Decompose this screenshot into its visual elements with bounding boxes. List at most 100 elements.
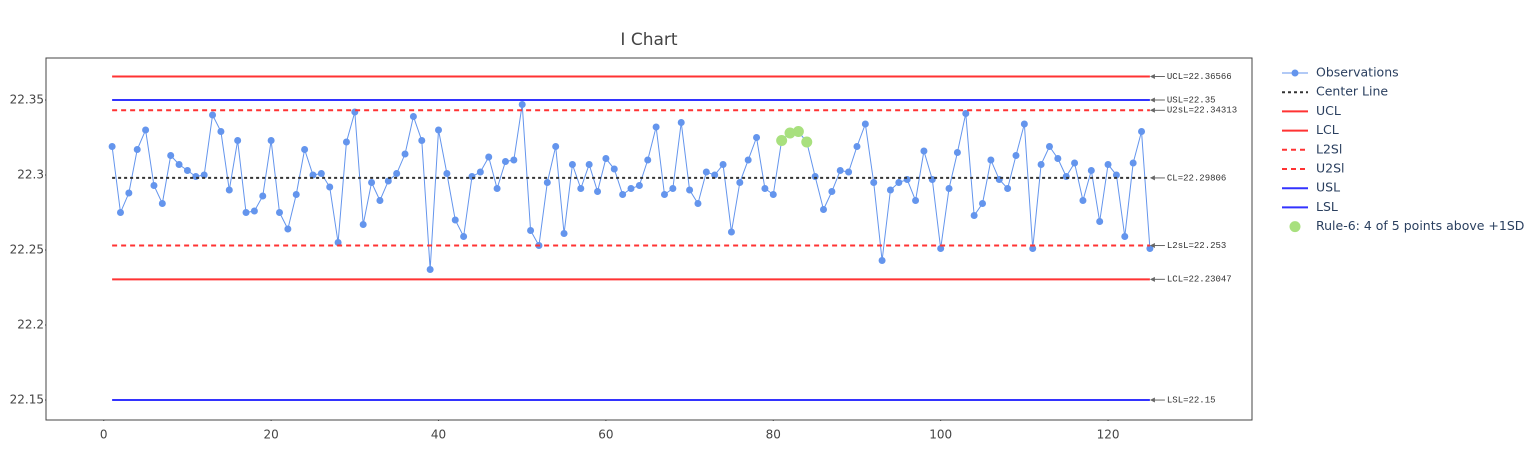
data-point	[594, 188, 602, 196]
y-tick-label: 22.15	[10, 393, 44, 407]
data-point	[250, 207, 258, 215]
data-point	[1112, 171, 1120, 179]
legend-item: U2Sl	[1282, 161, 1345, 176]
data-point	[527, 227, 535, 235]
data-point	[861, 120, 869, 128]
x-tick-label: 20	[263, 428, 278, 442]
annotation: LCL=22.23047	[1167, 275, 1232, 285]
data-point	[543, 179, 551, 187]
data-point	[744, 156, 752, 164]
data-point	[686, 186, 694, 194]
data-point	[937, 245, 945, 253]
data-point	[401, 150, 409, 158]
data-point	[409, 113, 417, 121]
data-point	[669, 185, 677, 193]
data-point	[585, 161, 593, 169]
x-tick-label: 40	[431, 428, 446, 442]
data-point	[870, 179, 878, 187]
data-point	[217, 128, 225, 136]
data-point	[125, 189, 133, 197]
data-point	[485, 153, 493, 161]
data-point	[267, 137, 275, 145]
legend-item: Center Line	[1282, 84, 1388, 99]
annotation: U2sL=22.34313	[1167, 106, 1237, 116]
data-point	[435, 126, 443, 134]
annotation: USL=22.35	[1167, 95, 1216, 105]
data-point	[259, 192, 267, 200]
data-point	[225, 186, 233, 194]
data-point	[133, 146, 141, 154]
data-point	[384, 177, 392, 185]
plot-area	[45, 57, 1253, 421]
data-point	[886, 186, 894, 194]
legend-label: Rule-6: 4 of 5 points above +1SD	[1316, 218, 1524, 233]
data-point	[776, 135, 788, 147]
data-point	[895, 179, 903, 187]
data-point	[828, 188, 836, 196]
data-point	[200, 171, 208, 179]
data-point	[158, 200, 166, 208]
legend-label: L2Sl	[1316, 141, 1342, 156]
data-point	[1071, 159, 1079, 167]
legend-item: LCL	[1282, 122, 1339, 137]
y-tick-label: 22.2	[17, 318, 44, 332]
annotation: L2sL=22.253	[1167, 241, 1226, 251]
data-point	[1121, 233, 1129, 241]
series: LCL=22.23047	[112, 275, 1232, 285]
data-point	[1029, 245, 1037, 253]
legend-marker	[1291, 69, 1299, 77]
legend-item: LSL	[1282, 199, 1338, 214]
data-point	[292, 191, 300, 199]
data-point	[769, 191, 777, 199]
annotation: UCL=22.36566	[1167, 72, 1232, 82]
data-point	[560, 230, 568, 238]
x-tick-label: 100	[929, 428, 952, 442]
data-point	[183, 167, 191, 175]
data-point	[962, 110, 970, 118]
data-point	[987, 156, 995, 164]
data-point	[811, 173, 819, 181]
data-point	[451, 216, 459, 224]
data-point	[719, 161, 727, 169]
data-point	[1087, 167, 1095, 175]
data-point	[209, 111, 217, 119]
data-point	[727, 228, 735, 236]
data-point	[242, 209, 250, 217]
data-point	[142, 126, 150, 134]
legend-label: LSL	[1316, 199, 1338, 214]
data-point	[970, 212, 978, 220]
data-point	[309, 171, 317, 179]
data-point	[108, 143, 116, 151]
data-point	[1079, 197, 1087, 205]
data-point	[1037, 161, 1045, 169]
y-tick-label: 22.3	[17, 168, 44, 182]
data-point	[116, 209, 124, 217]
data-point	[468, 173, 476, 181]
data-point	[510, 156, 518, 164]
data-point	[175, 161, 183, 169]
data-point	[1062, 173, 1070, 181]
series	[776, 126, 813, 148]
data-point	[619, 191, 627, 199]
data-point	[1138, 128, 1146, 136]
data-point	[819, 206, 827, 214]
data-point	[627, 185, 635, 193]
data-point	[652, 123, 660, 131]
legend-item: UCL	[1282, 103, 1341, 118]
x-tick-label: 60	[598, 428, 613, 442]
data-point	[912, 197, 920, 205]
x-tick-label: 120	[1097, 428, 1120, 442]
y-tick-label: 22.25	[10, 243, 44, 257]
legend-label: LCL	[1316, 122, 1339, 137]
data-point	[192, 173, 200, 181]
data-point	[368, 179, 376, 187]
data-point	[334, 239, 342, 247]
data-point	[234, 137, 242, 145]
data-point	[644, 156, 652, 164]
annotation-arrowhead	[1149, 397, 1155, 403]
data-point	[443, 170, 451, 178]
legend-item: Rule-6: 4 of 5 points above +1SD	[1289, 218, 1524, 233]
annotation-arrowhead	[1149, 107, 1155, 113]
data-point	[426, 266, 434, 274]
